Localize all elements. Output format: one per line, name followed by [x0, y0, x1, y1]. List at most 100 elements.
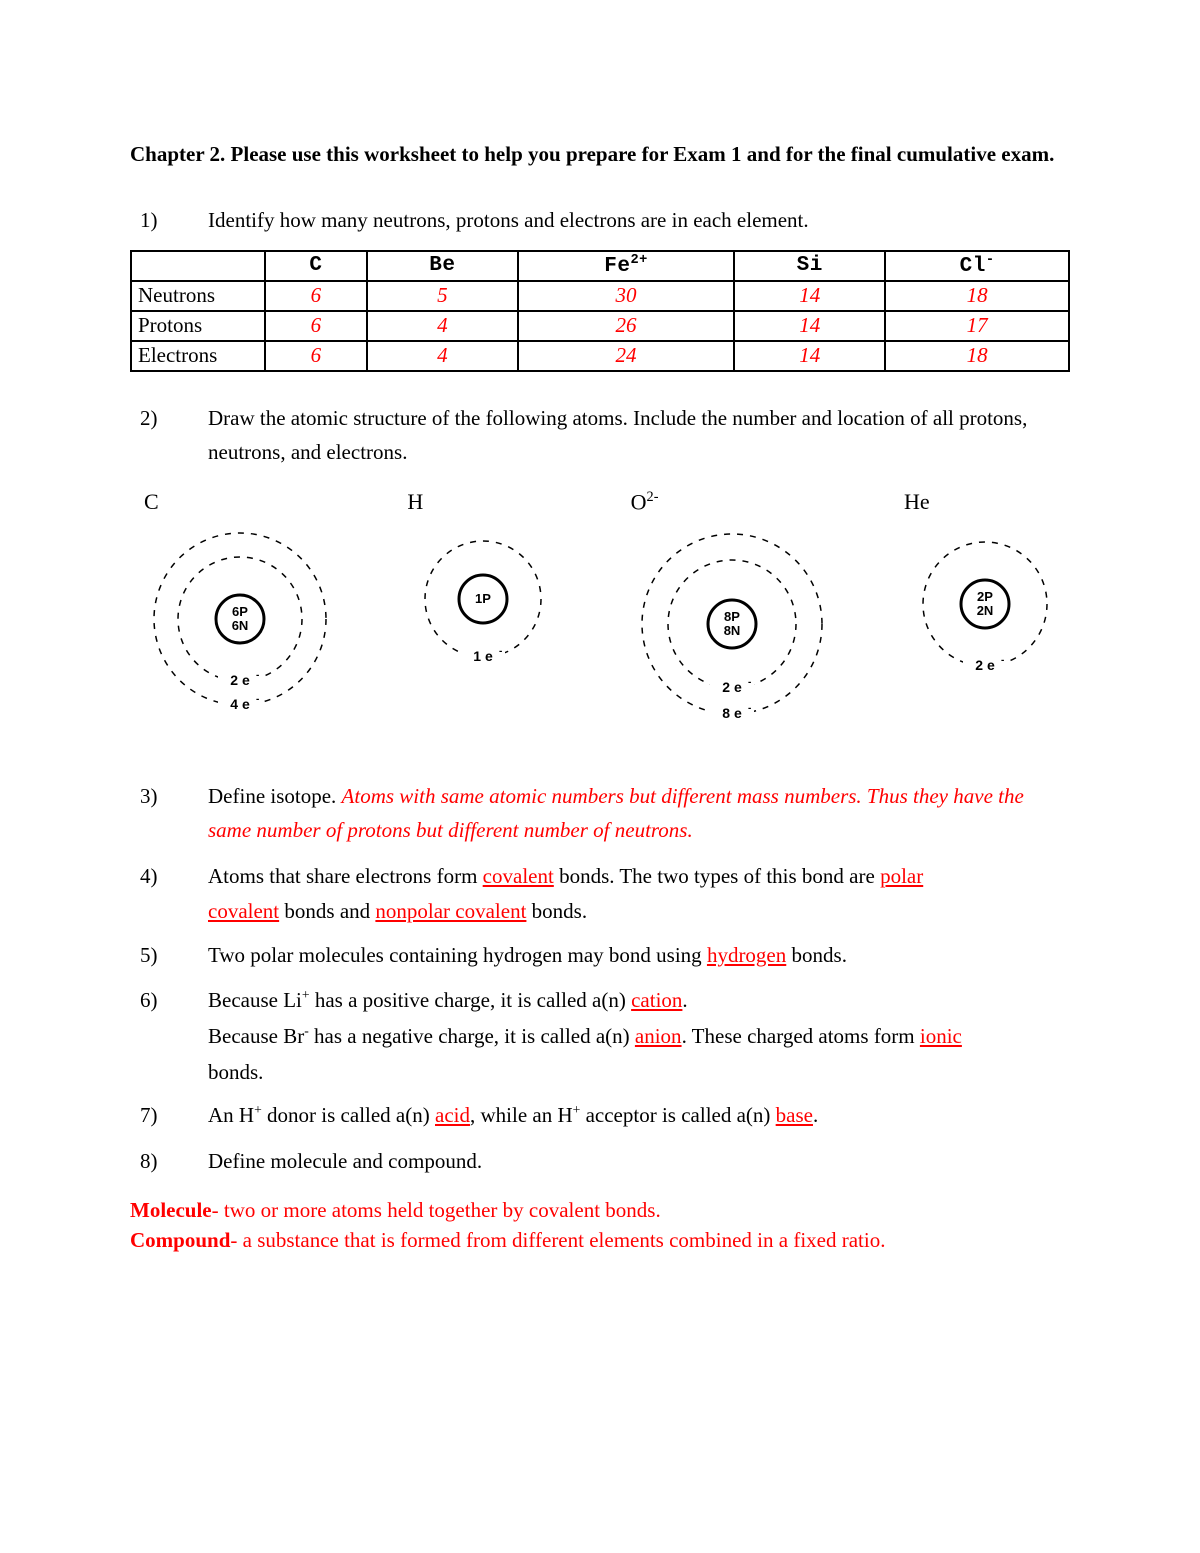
q7-text: , while an H: [470, 1103, 573, 1127]
q4-text: bonds and: [279, 899, 375, 923]
th-fe: Fe2+: [518, 251, 734, 281]
table-row: Protons 6 4 26 14 17: [131, 311, 1069, 341]
q6-text: has a positive charge, it is called a(n): [310, 988, 632, 1012]
cell: 18: [885, 281, 1069, 311]
q2-number: 2): [174, 402, 208, 436]
row-label: Protons: [131, 311, 265, 341]
question-5: 5)Two polar molecules containing hydroge…: [174, 939, 1070, 973]
question-4: 4)Atoms that share electrons form covale…: [174, 860, 1070, 894]
q6-blank-2: anion: [635, 1024, 682, 1048]
svg-text:-: -: [748, 703, 751, 714]
q4-text: Atoms that share electrons form: [208, 864, 483, 888]
svg-text:2N: 2N: [977, 603, 994, 618]
svg-text:1 e: 1 e: [474, 648, 494, 664]
atom-diagram-icon: 1P1 e-: [403, 525, 563, 685]
cell: 14: [734, 341, 885, 371]
q3-lead: Define isotope.: [208, 784, 342, 808]
svg-text:-: -: [256, 670, 259, 681]
th-si: Si: [734, 251, 885, 281]
cell: 6: [265, 341, 367, 371]
q6-text: has a negative charge, it is called a(n): [309, 1024, 635, 1048]
atom-label: H: [407, 489, 423, 515]
cell: 14: [734, 311, 885, 341]
q7-number: 7): [174, 1099, 208, 1133]
cell: 6: [265, 311, 367, 341]
q4-blank-1: covalent: [483, 864, 554, 888]
q8-number: 8): [174, 1145, 208, 1179]
q7-text: acceptor is called a(n): [580, 1103, 775, 1127]
svg-text:2 e: 2 e: [230, 672, 250, 688]
svg-text:2 e: 2 e: [722, 679, 742, 695]
th-blank: [131, 251, 265, 281]
svg-text:4 e: 4 e: [230, 696, 250, 712]
def-term: Compound: [130, 1228, 230, 1252]
atom-label: He: [904, 489, 930, 515]
q4-blank-3: covalent: [208, 899, 279, 923]
def-term: Molecule: [130, 1198, 212, 1222]
question-1: 1)Identify how many neutrons, protons an…: [174, 204, 1070, 238]
q4-number: 4): [174, 860, 208, 894]
atom-diagrams-row: C6P6N2 e-4 e-H1P1 e-O2-8P8N2 e-8 e-He2P2…: [140, 489, 1070, 740]
q6-text: . These charged atoms form: [682, 1024, 920, 1048]
cell: 4: [367, 341, 518, 371]
cell: 18: [885, 341, 1069, 371]
atom-column: C 6P6N2 e-4 e-: [140, 489, 340, 730]
atom-diagram-icon: 6P6N2 e-4 e-: [140, 525, 340, 725]
cell: 4: [367, 311, 518, 341]
svg-text:8 e: 8 e: [722, 705, 742, 721]
q4-text: bonds.: [526, 899, 587, 923]
definitions: Molecule- two or more atoms held togethe…: [130, 1196, 1070, 1255]
q1-number: 1): [174, 204, 208, 238]
row-label: Electrons: [131, 341, 265, 371]
q1-text: Identify how many neutrons, protons and …: [208, 208, 809, 232]
q7-text: .: [813, 1103, 818, 1127]
question-6: 6)Because Li+ has a positive charge, it …: [174, 984, 1070, 1018]
cell: 26: [518, 311, 734, 341]
atom-column: H 1P1 e-: [403, 489, 563, 690]
atom-diagram-icon: 8P8N2 e-8 e-: [627, 525, 837, 735]
svg-text:-: -: [748, 677, 751, 688]
page-title: Chapter 2. Please use this worksheet to …: [130, 140, 1070, 168]
svg-text:-: -: [1001, 655, 1004, 666]
atom-label: C: [144, 489, 159, 515]
atom-column: O2-8P8N2 e-8 e-: [627, 489, 837, 740]
table-header-row: C Be Fe2+ Si Cl-: [131, 251, 1069, 281]
q4-text: bonds. The two types of this bond are: [554, 864, 880, 888]
cell: 24: [518, 341, 734, 371]
q5-text: Two polar molecules containing hydrogen …: [208, 943, 707, 967]
row-label: Neutrons: [131, 281, 265, 311]
def-body: - two or more atoms held together by cov…: [212, 1198, 661, 1222]
def-molecule: Molecule- two or more atoms held togethe…: [130, 1196, 1070, 1225]
worksheet-page: Chapter 2. Please use this worksheet to …: [0, 0, 1200, 1553]
q6-text: Because Li: [208, 988, 302, 1012]
question-6-line2: Because Br- has a negative charge, it is…: [208, 1020, 1070, 1054]
q4-blank-2: polar: [880, 864, 923, 888]
cell: 6: [265, 281, 367, 311]
atom-diagram-icon: 2P2N 2 e-: [900, 525, 1070, 695]
svg-text:2P: 2P: [977, 589, 993, 604]
q3-number: 3): [174, 780, 208, 814]
svg-text:8P: 8P: [724, 609, 740, 624]
svg-text:-: -: [499, 646, 502, 657]
question-7: 7)An H+ donor is called a(n) acid, while…: [174, 1099, 1070, 1133]
cell: 14: [734, 281, 885, 311]
th-c: C: [265, 251, 367, 281]
q7-text: An H: [208, 1103, 254, 1127]
cell: 17: [885, 311, 1069, 341]
q5-number: 5): [174, 939, 208, 973]
q6-sup: +: [302, 987, 310, 1002]
q6-text: .: [682, 988, 687, 1012]
svg-text:-: -: [256, 694, 259, 705]
q6-text: bonds.: [208, 1060, 263, 1084]
q7-text: donor is called a(n): [262, 1103, 435, 1127]
svg-text:2 e: 2 e: [975, 657, 995, 673]
q6-text: Because Br: [208, 1024, 304, 1048]
q6-blank-3: ionic: [920, 1024, 962, 1048]
q7-sup: +: [254, 1102, 262, 1117]
q5-text: bonds.: [786, 943, 847, 967]
q7-blank-2: base: [776, 1103, 813, 1127]
q2-text: Draw the atomic structure of the followi…: [208, 406, 1027, 464]
svg-text:6P: 6P: [232, 604, 248, 619]
th-be: Be: [367, 251, 518, 281]
question-4-line2: covalent bonds and nonpolar covalent bon…: [208, 895, 1070, 929]
